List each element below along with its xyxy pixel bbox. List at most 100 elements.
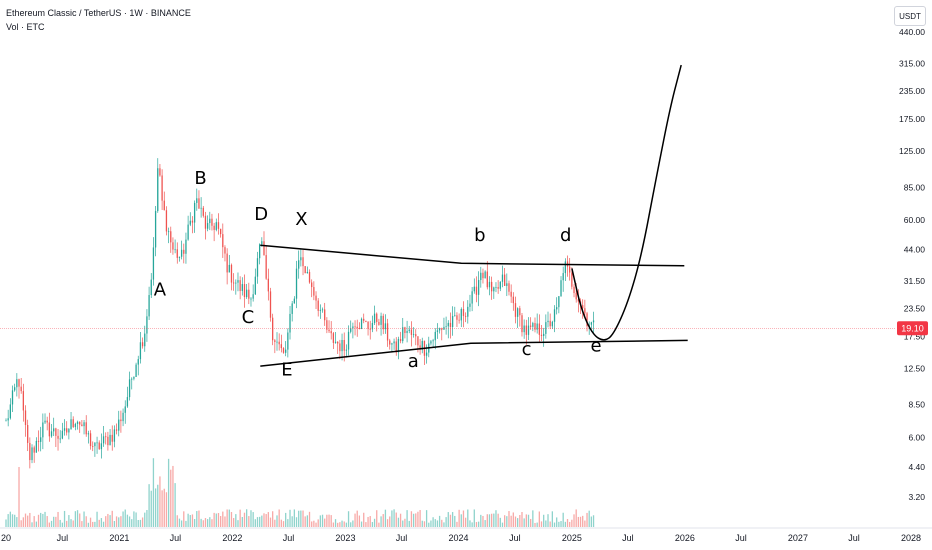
volume-bar bbox=[302, 510, 304, 527]
candle-body bbox=[176, 249, 178, 258]
volume-bar bbox=[228, 509, 230, 527]
candle-body bbox=[538, 323, 540, 335]
candle-body bbox=[586, 313, 588, 327]
volume-bar bbox=[276, 515, 278, 527]
volume-bar bbox=[367, 516, 369, 527]
volume-bar bbox=[569, 521, 571, 527]
candle-body bbox=[211, 218, 213, 226]
volume-bar bbox=[200, 518, 202, 527]
candle-body bbox=[193, 202, 196, 223]
candle-body bbox=[219, 228, 222, 235]
volume-bar bbox=[213, 512, 215, 527]
candle-body bbox=[490, 281, 493, 292]
volume-bar bbox=[564, 521, 567, 527]
candle-body bbox=[534, 323, 536, 330]
candle-body bbox=[443, 326, 445, 330]
candle-body bbox=[269, 291, 272, 318]
candle-body bbox=[243, 284, 246, 298]
volume-bar bbox=[263, 513, 265, 527]
volume-bar bbox=[503, 515, 506, 527]
volume-bar bbox=[159, 476, 161, 527]
candle-body bbox=[493, 287, 495, 292]
volume-bar bbox=[423, 521, 426, 527]
candle-body bbox=[206, 223, 209, 229]
volume-bar bbox=[165, 492, 168, 527]
candle-body bbox=[94, 442, 96, 447]
candle-body bbox=[24, 410, 27, 426]
candle-body bbox=[419, 345, 421, 350]
candle-body bbox=[300, 257, 302, 261]
volume-bar bbox=[61, 522, 64, 527]
volume-bar bbox=[206, 519, 209, 527]
volume-bar bbox=[185, 520, 187, 527]
candle-body bbox=[514, 303, 517, 317]
time-axis: 20 Jul 2021 Jul 2022 Jul 2023 Jul 2024 Jul 2025 Jul… bbox=[1, 533, 921, 543]
candle-body bbox=[382, 315, 384, 330]
volume-bar bbox=[389, 516, 391, 527]
volume-bar bbox=[122, 511, 124, 527]
volume-bar bbox=[579, 516, 582, 527]
volume-bar bbox=[384, 509, 387, 527]
volume-bar bbox=[391, 510, 393, 527]
y-tick-label: 440.00 bbox=[899, 27, 925, 37]
candle-body bbox=[63, 428, 66, 431]
volume-bar bbox=[100, 518, 103, 527]
volume-bar bbox=[27, 515, 29, 527]
volume-bar bbox=[109, 515, 111, 527]
candle-body bbox=[122, 412, 124, 422]
volume-bar bbox=[306, 515, 309, 527]
candle-body bbox=[248, 289, 250, 299]
x-tick-label: 2028 bbox=[901, 533, 921, 543]
volume-bar bbox=[139, 519, 142, 527]
candle-body bbox=[222, 234, 224, 248]
volume-bar bbox=[291, 516, 293, 527]
volume-bar bbox=[347, 511, 350, 527]
trendlines bbox=[260, 244, 688, 367]
candle-body bbox=[118, 419, 120, 431]
volume-bar bbox=[475, 522, 478, 527]
volume-bar bbox=[250, 510, 252, 527]
candle-body bbox=[447, 322, 449, 327]
volume-bar bbox=[50, 520, 53, 527]
currency-button[interactable]: USDT bbox=[894, 6, 926, 26]
candle-body bbox=[434, 331, 436, 341]
wave-label-a: a bbox=[408, 351, 419, 372]
volume-bar bbox=[490, 513, 493, 527]
volume-bar bbox=[454, 515, 456, 527]
candle-body bbox=[109, 434, 111, 446]
candle-body bbox=[237, 280, 239, 283]
volume-bar bbox=[350, 522, 352, 527]
volume-bar bbox=[467, 509, 469, 527]
candle-body bbox=[224, 247, 226, 254]
candle-body bbox=[278, 341, 280, 345]
candle-body bbox=[189, 220, 191, 225]
candle-body bbox=[196, 198, 198, 203]
candle-body bbox=[525, 325, 527, 335]
x-tick-label: Jul bbox=[57, 533, 69, 543]
candle-body bbox=[380, 315, 382, 325]
candle-body bbox=[228, 264, 230, 273]
volume-bar bbox=[40, 512, 42, 527]
volume-bar bbox=[204, 518, 207, 527]
upper-triangle-line bbox=[260, 244, 685, 267]
y-tick-label: 31.50 bbox=[904, 276, 926, 286]
volume-bar bbox=[53, 516, 55, 527]
candle-body bbox=[365, 320, 367, 322]
volume-bar bbox=[193, 519, 196, 527]
candle-body bbox=[358, 327, 361, 329]
volume-bar bbox=[371, 522, 374, 527]
volume-bar bbox=[269, 517, 272, 527]
volume-bar bbox=[289, 509, 291, 527]
candle-body bbox=[553, 309, 556, 322]
y-tick-label: 60.00 bbox=[904, 215, 926, 225]
volume-bar bbox=[96, 511, 98, 527]
candle-body bbox=[345, 349, 348, 351]
candle-body bbox=[241, 284, 243, 291]
candle-body bbox=[519, 308, 521, 316]
volume-bar bbox=[438, 515, 441, 527]
volume-bar bbox=[87, 522, 90, 527]
volume-bar bbox=[120, 516, 122, 527]
volume-bar bbox=[304, 516, 306, 527]
volume-bar bbox=[471, 522, 473, 527]
